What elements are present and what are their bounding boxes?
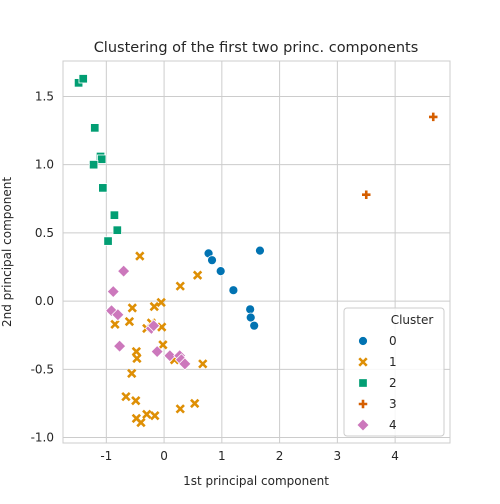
data-point <box>113 226 122 235</box>
x-tick-label: 1 <box>218 449 226 463</box>
x-tick-label: -1 <box>100 449 112 463</box>
legend-label: 3 <box>389 397 397 411</box>
data-point <box>255 246 264 255</box>
legend-marker <box>359 379 368 388</box>
data-point <box>246 305 255 314</box>
legend-title: Cluster <box>391 313 434 327</box>
data-point <box>99 184 108 193</box>
chart-title: Clustering of the first two princ. compo… <box>94 40 419 56</box>
data-point <box>97 155 106 164</box>
y-tick-label: -1.0 <box>31 431 54 445</box>
legend-label: 0 <box>389 334 397 348</box>
data-point <box>89 160 98 169</box>
y-axis-label: 2nd principal component <box>0 177 14 327</box>
x-tick-label: 2 <box>276 449 284 463</box>
legend-box <box>344 308 444 436</box>
legend-label: 1 <box>389 355 397 369</box>
data-point <box>229 286 238 295</box>
data-point <box>246 313 255 322</box>
x-tick-label: 3 <box>334 449 342 463</box>
data-point <box>79 74 88 83</box>
data-point <box>110 211 119 220</box>
data-point <box>91 124 100 133</box>
legend: Cluster 0 1 2 3 4 <box>344 308 444 436</box>
x-axis-label: 1st principal component <box>183 474 329 488</box>
legend-marker <box>359 337 368 346</box>
legend-label: 2 <box>389 376 397 390</box>
data-point <box>104 237 113 246</box>
data-point <box>208 256 217 265</box>
x-tick-label: 0 <box>160 449 168 463</box>
y-tick-label: 0.0 <box>35 294 54 308</box>
legend-label: 4 <box>389 418 397 432</box>
y-tick-label: 1.0 <box>35 158 54 172</box>
y-tick-label: 0.5 <box>35 226 54 240</box>
data-point <box>250 321 259 330</box>
x-tick-label: 4 <box>391 449 399 463</box>
data-point <box>216 267 225 276</box>
y-tick-label: -0.5 <box>31 362 54 376</box>
y-tick-label: 1.5 <box>35 89 54 103</box>
